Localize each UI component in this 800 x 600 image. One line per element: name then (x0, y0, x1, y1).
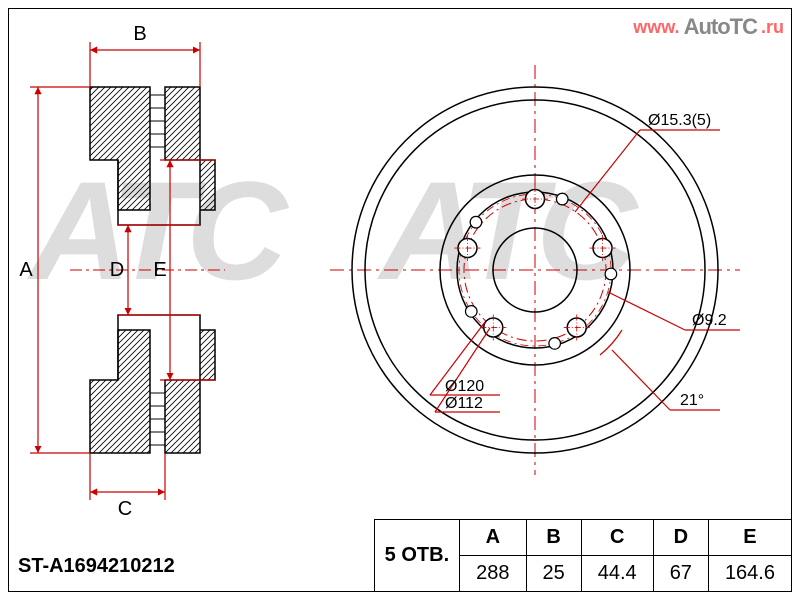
part-number: ST-A1694210212 (18, 555, 175, 578)
front-view: Ø15.3(5) Ø9.2 Ø120 Ø112 21° (330, 65, 740, 475)
side-view: A B C D E (19, 23, 225, 520)
dimension-table: 5 ОТВ. A B C D E 288 25 44.4 67 164.6 (374, 519, 792, 592)
val-C: 44.4 (581, 556, 653, 592)
col-B: B (526, 520, 581, 556)
col-A: A (460, 520, 526, 556)
marker-E: E (153, 259, 166, 281)
col-E: E (708, 520, 791, 556)
val-E: 164.6 (708, 556, 791, 592)
marker-D: D (110, 259, 124, 281)
label-pcd2: Ø112 (445, 395, 483, 412)
val-D: 67 (653, 556, 708, 592)
marker-C: C (118, 498, 132, 520)
label-pcd1: Ø120 (445, 378, 484, 395)
label-angle: 21° (680, 392, 704, 409)
label-bolt-dia: Ø15.3(5) (648, 112, 711, 129)
col-D: D (653, 520, 708, 556)
val-A: 288 (460, 556, 526, 592)
table-rowhead: 5 ОТВ. (374, 520, 459, 592)
val-B: 25 (526, 556, 581, 592)
marker-A: A (19, 259, 33, 281)
marker-B: B (133, 23, 146, 45)
drawing-svg: A B C D E (0, 0, 800, 600)
col-C: C (581, 520, 653, 556)
label-small-dia: Ø9.2 (692, 312, 727, 329)
